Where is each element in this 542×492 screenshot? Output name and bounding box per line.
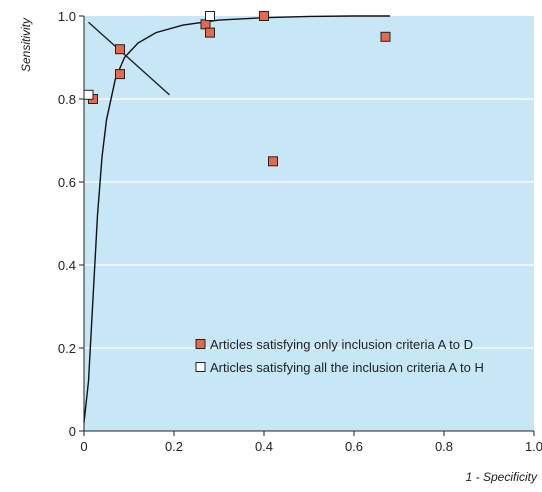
fitted-roc-curve bbox=[83, 15, 390, 423]
data-point-criteria-a-h bbox=[205, 11, 215, 21]
q-point-line bbox=[88, 21, 170, 96]
x-tick-label: 0.6 bbox=[345, 439, 363, 454]
x-tick-label: 0.4 bbox=[255, 439, 273, 454]
x-tick-label: 0.8 bbox=[435, 439, 453, 454]
data-point-criteria-a-d bbox=[200, 19, 211, 30]
x-tick-label: 0.2 bbox=[165, 439, 183, 454]
x-axis-label: 1 - Specificity bbox=[466, 470, 538, 484]
legend-label-criteria-a-d: Articles satisfying only inclusion crite… bbox=[210, 337, 473, 352]
curves-layer bbox=[83, 15, 390, 423]
axis-layer: 0 0.2 0.4 0.6 0.8 1.0 0 0.2 0.4 0.6 0.8 1.0 bbox=[58, 9, 542, 454]
legend-marker-criteria-a-d bbox=[195, 339, 206, 349]
y-tick-label: 0 bbox=[69, 424, 76, 439]
data-point-criteria-a-d bbox=[380, 31, 391, 42]
legend: Articles satisfying only inclusion crite… bbox=[195, 337, 484, 375]
data-point-criteria-a-h bbox=[83, 89, 94, 100]
y-tick-label: 0.8 bbox=[58, 92, 76, 107]
legend-label-criteria-a-h: Articles satisfying all the inclusion cr… bbox=[210, 360, 484, 375]
grid-lines bbox=[84, 98, 534, 349]
y-tick-label: 0.4 bbox=[58, 258, 76, 273]
data-point-criteria-a-d bbox=[259, 11, 269, 21]
x-tick-label: 1.0 bbox=[525, 439, 542, 454]
data-point-criteria-a-d bbox=[115, 69, 125, 80]
legend-marker-criteria-a-h bbox=[195, 362, 206, 372]
data-point-criteria-a-d bbox=[115, 44, 125, 55]
y-tick-label: 0.2 bbox=[58, 341, 76, 356]
x-tick-label: 0 bbox=[80, 439, 87, 454]
y-tick-label: 1.0 bbox=[58, 9, 76, 24]
data-point-criteria-a-d bbox=[205, 27, 215, 38]
y-axis-label: Sensitivity bbox=[19, 17, 33, 72]
data-point-criteria-a-d bbox=[268, 156, 278, 167]
y-tick-label: 0.6 bbox=[58, 175, 76, 190]
